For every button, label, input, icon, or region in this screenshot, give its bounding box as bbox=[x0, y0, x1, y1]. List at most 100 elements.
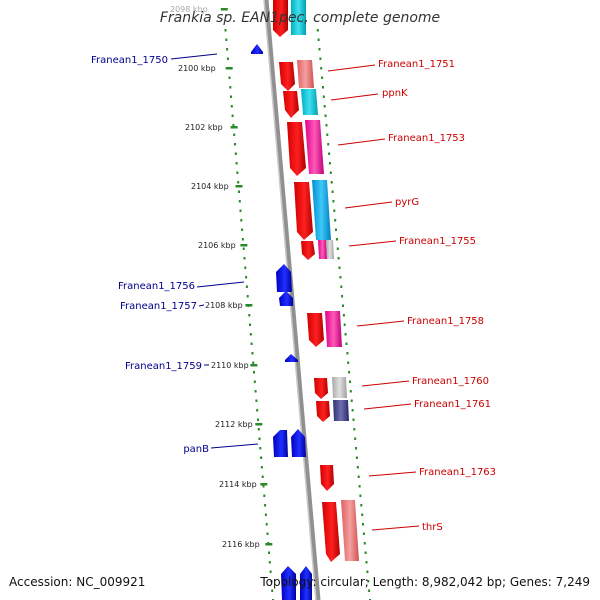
scale-ring-dot bbox=[228, 76, 231, 79]
gene-forward-franean1-1761-conservation[interactable] bbox=[333, 400, 349, 421]
scale-ring-dot bbox=[356, 466, 359, 469]
gene-forward-franean1-1753[interactable] bbox=[287, 122, 306, 176]
scale-ticks bbox=[220, 8, 273, 546]
scale-label-2108: 2108 kbp bbox=[205, 301, 243, 310]
gene-label-pyrg[interactable]: pyrG bbox=[395, 197, 419, 208]
scale-ring-dot bbox=[270, 580, 273, 583]
scale-ring-dot bbox=[254, 390, 257, 393]
scale-ring-dot bbox=[226, 57, 229, 60]
scale-label-2102: 2102 kbp bbox=[185, 123, 223, 132]
gene-forward-franean1-1753-conservation[interactable] bbox=[305, 120, 324, 174]
gene-forward-franean1-1760[interactable] bbox=[314, 378, 328, 399]
scale-ring-dot bbox=[337, 257, 340, 260]
gene-forward-pyrg-conservation[interactable] bbox=[312, 180, 331, 240]
scale-ring-dot bbox=[338, 266, 341, 269]
gene-reverse-panb-2[interactable] bbox=[291, 429, 306, 457]
scale-ring-dot bbox=[355, 456, 358, 459]
gene-forward-franean1-1755-conservation[interactable] bbox=[318, 240, 327, 259]
gene-forward-thrs-conservation[interactable] bbox=[341, 500, 359, 561]
scale-label-2114: 2114 kbp bbox=[219, 480, 257, 489]
scale-tick-mark bbox=[265, 543, 273, 546]
gene-forward-franean1-1758[interactable] bbox=[307, 313, 324, 347]
gene-label-franean1-1756[interactable]: Franean1_1756 bbox=[118, 281, 195, 292]
scale-ring-dot bbox=[238, 190, 240, 193]
scale-ring-dot bbox=[331, 190, 334, 193]
gene-label-thrs[interactable]: thrS bbox=[422, 522, 443, 533]
scale-ring-dot bbox=[240, 219, 243, 222]
gene-forward-ppnk-conservation[interactable] bbox=[301, 89, 318, 115]
gene-reverse-franean1-1759[interactable] bbox=[285, 354, 298, 362]
scale-ring-dot bbox=[248, 314, 251, 317]
scale-ring-dot bbox=[235, 162, 238, 165]
scale-ring-dot bbox=[330, 181, 333, 184]
gene-label-franean1-1753[interactable]: Franean1_1753 bbox=[388, 133, 465, 144]
scale-ring-dot bbox=[236, 171, 239, 174]
gene-label-franean1-1750[interactable]: Franean1_1750 bbox=[91, 55, 168, 66]
scale-tick-mark bbox=[230, 126, 238, 129]
scale-ring-dot bbox=[230, 95, 232, 98]
scale-ring-dot bbox=[249, 333, 252, 336]
scale-tick-mark bbox=[250, 364, 258, 367]
gene-reverse[interactable] bbox=[281, 566, 296, 600]
scale-ring-dot bbox=[268, 561, 271, 564]
gene-label-ppnk[interactable]: ppnK bbox=[382, 88, 408, 99]
scale-ring-dot bbox=[333, 209, 336, 212]
scale-ring-dot bbox=[342, 314, 345, 317]
scale-tick-mark bbox=[245, 304, 253, 307]
gene-label-franean1-1757[interactable]: Franean1_1757 bbox=[120, 301, 197, 312]
gene-label-franean1-1761[interactable]: Franean1_1761 bbox=[414, 399, 491, 410]
scale-ring-dot bbox=[351, 409, 354, 412]
gene-label-franean1-1760[interactable]: Franean1_1760 bbox=[412, 376, 489, 387]
scale-ring-dot bbox=[329, 171, 332, 174]
gene-label-franean1-1751[interactable]: Franean1_1751 bbox=[378, 59, 455, 70]
scale-ring-dot bbox=[350, 399, 353, 402]
scale-ring-dot bbox=[347, 361, 350, 364]
gene-label-franean1-1755[interactable]: Franean1_1755 bbox=[399, 236, 476, 247]
gene-label-franean1-1758[interactable]: Franean1_1758 bbox=[407, 316, 484, 327]
gene-label-franean1-1763[interactable]: Franean1_1763 bbox=[419, 467, 496, 478]
scale-label-2104: 2104 kbp bbox=[191, 182, 229, 191]
gene-reverse[interactable] bbox=[300, 566, 312, 600]
scale-ring-dot bbox=[352, 418, 355, 421]
scale-ring-dot bbox=[260, 456, 263, 459]
label-leaders bbox=[170, 53, 420, 531]
gene-forward[interactable] bbox=[291, 0, 306, 35]
scale-tick-mark bbox=[225, 67, 233, 70]
gene-forward-thrs[interactable] bbox=[322, 502, 340, 562]
scale-ring-dot bbox=[253, 380, 256, 383]
scale-ring-dot bbox=[321, 76, 324, 79]
scale-ring-dot bbox=[364, 551, 367, 554]
gene-reverse-franean1-1757[interactable] bbox=[279, 291, 293, 306]
scale-tick-mark bbox=[255, 423, 263, 426]
gene-forward-franean1-1751-conservation[interactable] bbox=[297, 60, 314, 88]
gene-forward-franean1-1751[interactable] bbox=[279, 62, 295, 91]
scale-ring-dot bbox=[231, 114, 234, 117]
scale-ring-dot bbox=[339, 276, 342, 279]
scale-ring-dot bbox=[262, 485, 265, 488]
scale-ring-dot bbox=[317, 38, 320, 41]
scale-ring-dot bbox=[245, 285, 248, 288]
scale-ring-dot bbox=[348, 371, 351, 374]
gene-forward-franean1-1761[interactable] bbox=[316, 401, 330, 422]
gene-reverse-franean1-1756[interactable] bbox=[276, 264, 292, 292]
gene-label-franean1-1759[interactable]: Franean1_1759 bbox=[125, 361, 202, 372]
gene-forward-franean1-1755-conservation-2[interactable] bbox=[326, 240, 334, 259]
gene-forward-franean1-1763[interactable] bbox=[320, 465, 334, 491]
scale-ring-dot bbox=[237, 181, 240, 184]
gene-forward-ppnk[interactable] bbox=[283, 91, 299, 118]
scale-ring-dot bbox=[265, 523, 268, 526]
gene-forward-franean1-1755[interactable] bbox=[301, 241, 315, 260]
gene-forward[interactable] bbox=[273, 0, 288, 37]
scale-ring-dot bbox=[325, 124, 328, 127]
gene-forward-pyrg[interactable] bbox=[294, 182, 313, 240]
scale-ring-dot bbox=[266, 532, 269, 535]
scale-ring-dot bbox=[349, 380, 351, 383]
scale-ring-dot bbox=[326, 133, 329, 136]
gene-label-panb[interactable]: panB bbox=[183, 444, 209, 455]
gene-forward-franean1-1758-conservation[interactable] bbox=[325, 311, 342, 347]
gene-reverse-franean1-1750[interactable] bbox=[251, 44, 263, 54]
gene-reverse-panb[interactable] bbox=[273, 430, 288, 457]
gene-forward-franean1-1760-conservation[interactable] bbox=[332, 377, 347, 398]
scale-ring-dot bbox=[232, 124, 235, 127]
scale-label-2116: 2116 kbp bbox=[222, 540, 260, 549]
